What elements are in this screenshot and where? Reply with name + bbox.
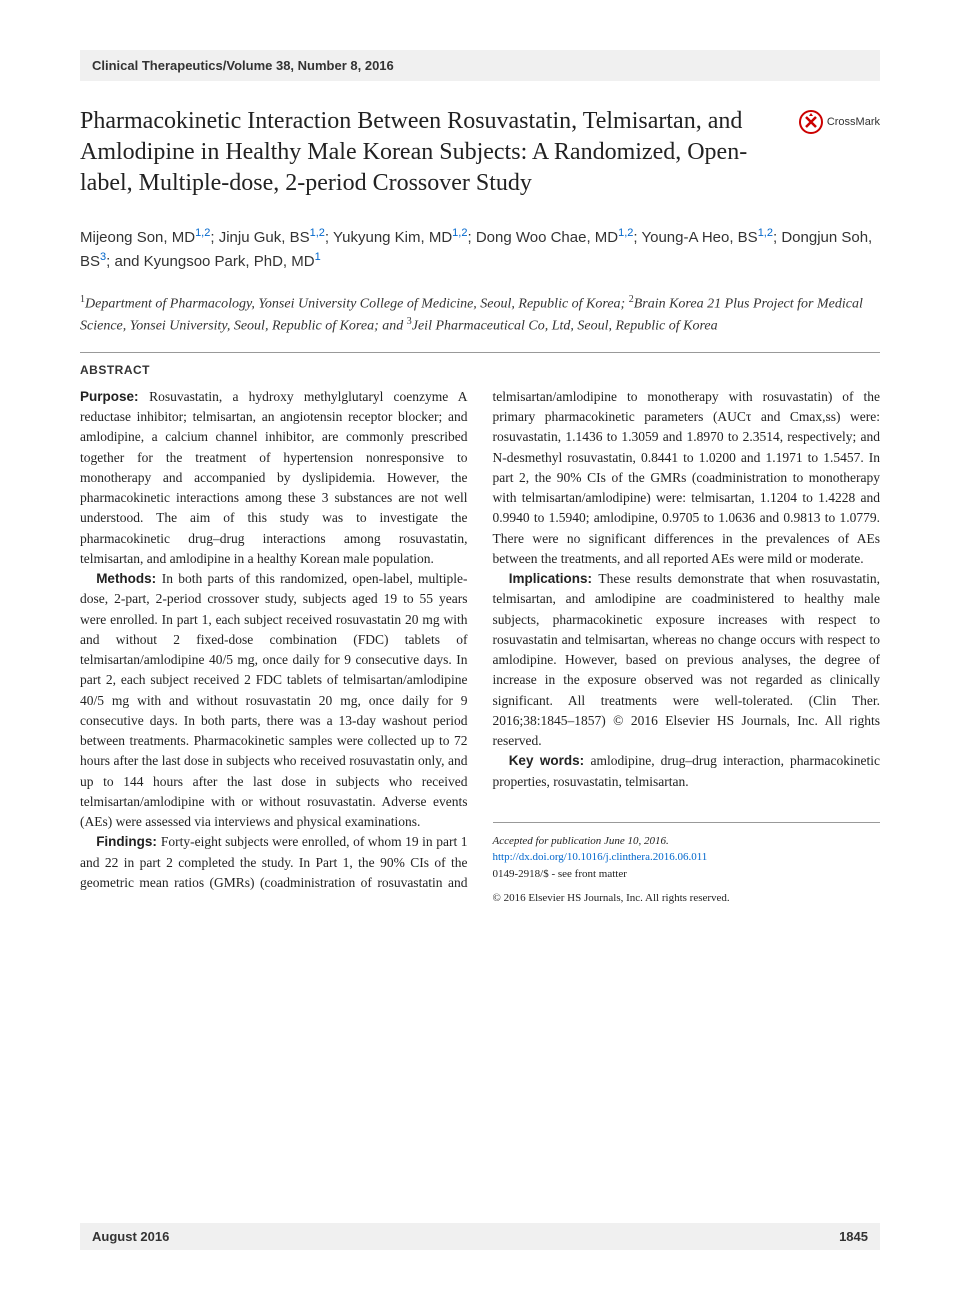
page-container: Clinical Therapeutics/Volume 38, Number … [0,0,960,1290]
author-2-aff: 1,2 [310,227,325,239]
divider-top [80,352,880,353]
publication-info: Accepted for publication June 10, 2016. … [493,822,881,907]
aff-3-text: Jeil Pharmaceutical Co, Ltd, Seoul, Repu… [412,319,718,334]
keywords-paragraph: Key words: amlodipine, drug–drug interac… [493,751,881,792]
findings-label: Findings: [96,834,161,849]
purpose-paragraph: Purpose: Rosuvastatin, a hydroxy methylg… [80,387,468,569]
author-5-aff: 1,2 [758,227,773,239]
abstract-heading: ABSTRACT [80,363,880,377]
article-title: Pharmacokinetic Interaction Between Rosu… [80,106,880,200]
author-3-aff: 1,2 [452,227,467,239]
aff-1-text: Department of Pharmacology, Yonsei Unive… [85,296,629,311]
journal-header: Clinical Therapeutics/Volume 38, Number … [80,50,880,81]
doi-link[interactable]: http://dx.doi.org/10.1016/j.clinthera.20… [493,849,881,866]
purpose-text: Rosuvastatin, a hydroxy methylglutaryl c… [80,389,468,566]
methods-paragraph: Methods: In both parts of this randomize… [80,569,468,832]
author-3: Yukyung Kim, MD [333,229,452,246]
accepted-date: Accepted for publication June 10, 2016. [493,833,881,850]
author-1-aff: 1,2 [195,227,210,239]
footer-date: August 2016 [92,1229,169,1244]
purpose-label: Purpose: [80,389,149,404]
implications-label: Implications: [509,571,599,586]
author-6-aff: 3 [100,251,106,263]
page-footer: August 2016 1845 [80,1223,880,1250]
author-7-aff: 1 [315,251,321,263]
implications-text: These results demonstrate that when rosu… [493,571,881,748]
crossmark-icon [799,110,823,134]
methods-label: Methods: [96,571,162,586]
crossmark-badge[interactable]: CrossMark [799,110,880,134]
methods-text: In both parts of this randomized, open-l… [80,571,468,829]
footer-page-number: 1845 [839,1229,868,1244]
crossmark-label: CrossMark [827,116,880,128]
abstract-body: Purpose: Rosuvastatin, a hydroxy methylg… [80,387,880,907]
copyright-text: © 2016 Elsevier HS Journals, Inc. All ri… [493,890,881,907]
author-5: Young-A Heo, BS [641,229,757,246]
author-2: Jinju Guk, BS [219,229,310,246]
author-4: Dong Woo Chae, MD [476,229,618,246]
affiliations: 1Department of Pharmacology, Yonsei Univ… [80,292,880,337]
author-7: Kyungsoo Park, PhD, MD [144,253,315,270]
implications-paragraph: Implications: These results demonstrate … [493,569,881,751]
author-1: Mijeong Son, MD [80,229,195,246]
keywords-label: Key words: [509,753,591,768]
issn-text: 0149-2918/$ - see front matter [493,866,881,883]
authors-list: Mijeong Son, MD1,2; Jinju Guk, BS1,2; Yu… [80,225,880,274]
author-4-aff: 1,2 [618,227,633,239]
